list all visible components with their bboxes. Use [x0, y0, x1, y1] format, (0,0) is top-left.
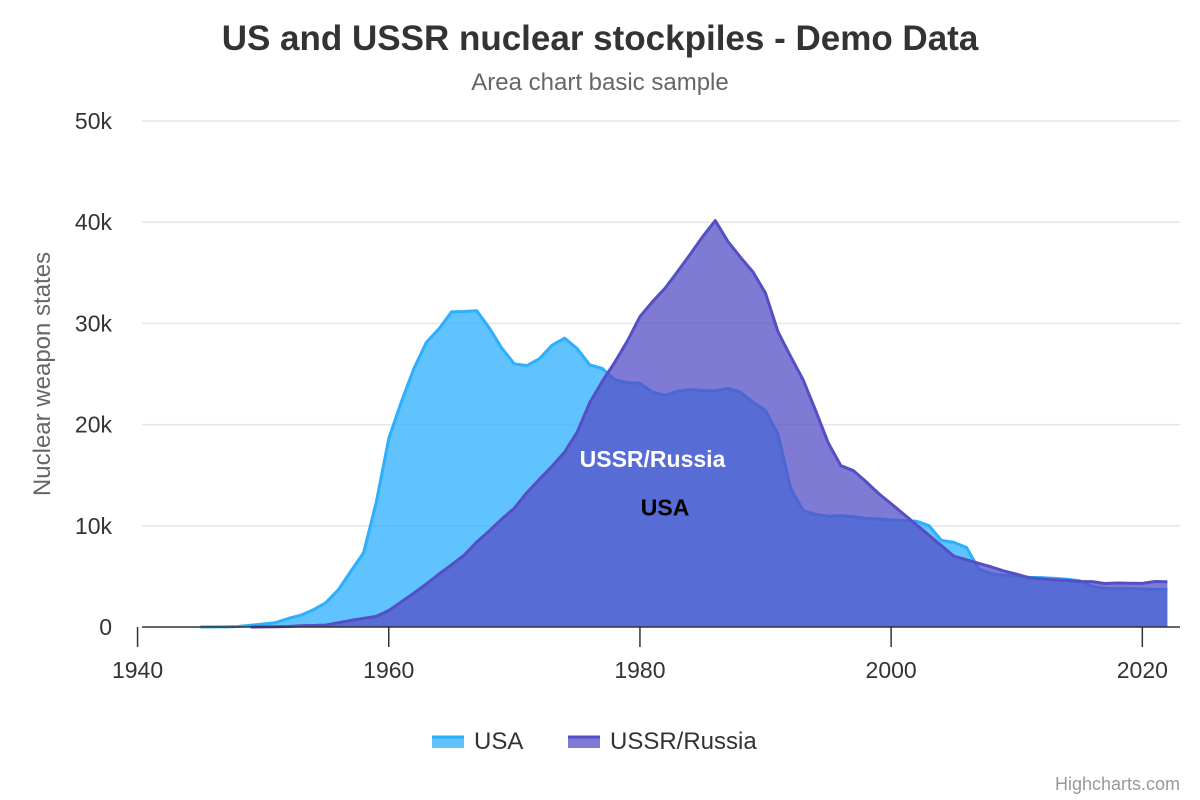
series-ussr-russia[interactable]	[250, 219, 1168, 629]
legend-label: USA	[474, 728, 523, 755]
y-tick-label: 50k	[75, 108, 113, 134]
y-tick-label: 10k	[75, 513, 113, 539]
y-axis-ticks: 0 10k 20k 30k 40k 50k	[75, 108, 113, 640]
legend-item[interactable]: USSR/Russia	[568, 728, 757, 755]
y-tick-label: 40k	[75, 209, 113, 235]
legend-swatch	[568, 736, 600, 748]
series-labels: USA USSR/Russia	[580, 446, 726, 521]
y-tick-label: 0	[99, 614, 112, 640]
legend-swatch	[432, 736, 464, 748]
series-areas	[200, 219, 1168, 629]
legend-label: USSR/Russia	[610, 728, 757, 755]
series-label: USA	[641, 495, 690, 521]
x-tick-label: 1960	[363, 657, 414, 683]
credit-link[interactable]: Highcharts.com	[1055, 774, 1180, 794]
legend-item[interactable]: USA	[432, 728, 523, 755]
x-tick-label: 2020	[1117, 657, 1168, 683]
x-tick-label: 2000	[866, 657, 917, 683]
x-axis-ticks: 1940 1960 1980 2000 2020	[112, 627, 1168, 683]
legend[interactable]: USA USSR/Russia	[432, 728, 757, 755]
area-fill[interactable]	[250, 220, 1168, 627]
chart-subtitle: Area chart basic sample	[471, 69, 728, 96]
x-tick-label: 1980	[614, 657, 665, 683]
series-label: USSR/Russia	[580, 446, 726, 472]
x-tick-label: 1940	[112, 657, 163, 683]
y-tick-label: 20k	[75, 412, 113, 438]
y-tick-label: 30k	[75, 310, 113, 336]
area-line[interactable]	[250, 219, 1168, 629]
y-axis-title: Nuclear weapon states	[29, 252, 56, 496]
chart-title: US and USSR nuclear stockpiles - Demo Da…	[222, 19, 979, 58]
